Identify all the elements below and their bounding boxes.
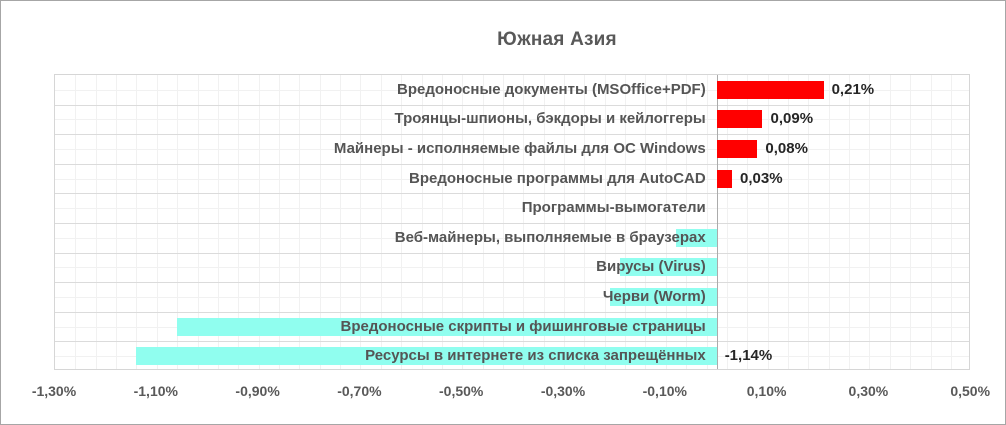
chart-title: Южная Азия [497, 29, 617, 50]
x-axis-tick-label: -1,10% [133, 383, 178, 399]
bar-negative [177, 317, 717, 336]
gridline-minor [482, 75, 484, 369]
gridline-minor [604, 75, 606, 369]
gridline-minor [299, 75, 301, 369]
data-label: 0,09% [770, 110, 814, 128]
category-label: Вредоносные скрипты и фишинговые страниц… [340, 317, 706, 335]
gridline-minor [828, 75, 830, 369]
gridline-minor [177, 75, 179, 369]
category-label: Программы-вымогатели [521, 199, 706, 217]
gridline-minor [75, 75, 77, 369]
category-label: Вирусы (Virus) [596, 258, 706, 276]
data-label: 0,21% [831, 80, 875, 98]
gridline-minor [197, 75, 199, 369]
plot-area: Вредоносные документы (MSOffice+PDF) 0,21… [54, 74, 970, 370]
category-label: Вредоносные программы для AutoCAD [409, 169, 706, 187]
gridline-minor [156, 75, 158, 369]
bar-negative [620, 258, 717, 277]
x-axis-tick-label: -0,90% [235, 383, 280, 399]
data-label: 0,03% [740, 169, 783, 187]
gridline-row [55, 134, 969, 136]
category-label: Ресурсы в интернете из списка запрещённы… [365, 347, 706, 365]
bar-negative [609, 288, 717, 306]
gridline-minor [950, 75, 952, 369]
gridline-minor [665, 75, 667, 369]
bar-negative [676, 228, 717, 247]
gridline-minor [747, 75, 749, 369]
gridline-minor [788, 75, 789, 369]
bar-positive [716, 110, 763, 129]
gridline-minor [726, 75, 728, 369]
gridline-minor [849, 75, 850, 369]
category-label: Черви (Worm) [602, 288, 706, 305]
gridline-minor [625, 75, 627, 369]
bar-positive [716, 80, 824, 99]
x-axis-tick-label: 0,50% [950, 383, 991, 399]
x-axis-tick-label: 0,10% [746, 383, 787, 399]
gridline-minor [258, 75, 260, 369]
gridline-row-minor [55, 149, 969, 150]
gridline-minor [523, 75, 525, 369]
zero-axis-line [716, 75, 718, 369]
x-axis-tick-label: -0,30% [540, 383, 586, 399]
gridline-minor [930, 75, 932, 369]
gridline-minor [564, 75, 565, 369]
gridline-row-minor [55, 208, 969, 210]
gridline-minor [584, 75, 586, 369]
gridline-minor [360, 75, 362, 369]
gridline-minor [767, 75, 769, 369]
gridline-minor [340, 75, 341, 369]
gridline-row-minor [55, 178, 969, 180]
x-axis-tick-label: -1,30% [31, 383, 77, 399]
gridline-row-minor [55, 237, 969, 239]
data-label: -1,14% [724, 347, 773, 365]
gridline-minor [543, 75, 545, 369]
gridline-minor [889, 75, 891, 369]
category-label: Троянцы-шпионы, бэкдоры и кейлоггеры [394, 110, 706, 128]
gridline-row [55, 193, 969, 195]
category-label: Вредоносные документы (MSOffice+PDF) [397, 80, 706, 98]
gridline-minor [217, 75, 219, 369]
category-label: Майнеры - исполняемые файлы для ОС Windo… [333, 140, 706, 157]
gridline-minor [95, 75, 97, 369]
gridline-minor [238, 75, 240, 369]
gridline-minor [808, 75, 810, 369]
gridline-row [55, 104, 969, 106]
bar-positive [716, 140, 758, 158]
x-axis-tick-label: 0,30% [848, 383, 889, 399]
x-axis-tick-label: -0,70% [337, 383, 382, 399]
gridline-minor [869, 75, 871, 369]
gridline-row-minor [55, 267, 969, 269]
gridline-minor [462, 75, 464, 369]
gridline-minor [116, 75, 118, 369]
gridline-row [55, 163, 969, 165]
x-axis-tick-label: -0,50% [439, 383, 484, 399]
gridline-minor [706, 75, 708, 369]
gridline-minor [421, 75, 423, 369]
x-axis-tick-label: -0,10% [642, 383, 687, 399]
gridline-minor [380, 75, 382, 369]
gridline-minor [319, 75, 321, 369]
bar-positive [716, 169, 732, 188]
gridline-row [55, 282, 969, 284]
gridline-row [55, 223, 969, 224]
gridline-minor [686, 75, 688, 369]
gridline-row-minor [55, 297, 969, 298]
gridline-minor [279, 75, 280, 369]
gridline-row-minor [55, 89, 969, 91]
gridline-row [55, 341, 969, 343]
gridline-row [55, 252, 969, 254]
gridline-minor [441, 75, 443, 369]
gridline-minor [502, 75, 504, 369]
gridline-minor [401, 75, 403, 369]
gridline-minor [910, 75, 912, 369]
gridline-minor [136, 75, 138, 369]
gridline-minor [645, 75, 647, 369]
data-label: 0,08% [765, 140, 808, 157]
gridline-row-minor [55, 119, 969, 121]
bar-negative [136, 347, 717, 366]
category-label: Веб-майнеры, выполняемые в браузерах [394, 228, 706, 246]
gridline-row [55, 311, 969, 313]
